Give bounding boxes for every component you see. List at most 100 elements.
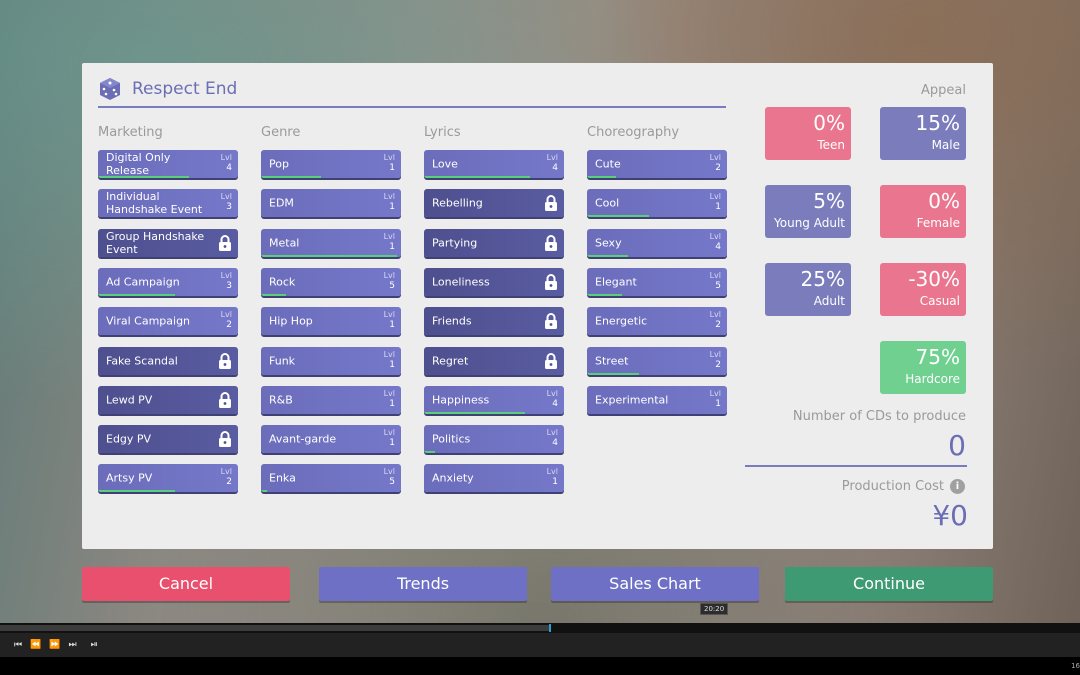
level-label: Lvl <box>383 467 395 477</box>
option-group-handshake-event[interactable]: Group Handshake Event <box>98 228 238 257</box>
level-indicator: Lvl 1 <box>384 349 395 371</box>
option-sexy[interactable]: Sexy Lvl 4 <box>587 228 727 257</box>
option-cute[interactable]: Cute Lvl 2 <box>587 150 727 178</box>
appeal-male: 15% Male <box>880 107 966 160</box>
option-label: Street <box>595 354 629 367</box>
option-label: Digital Only Release <box>106 151 171 177</box>
option-hip-hop[interactable]: Hip Hop Lvl 1 <box>261 307 401 336</box>
video-timeline[interactable] <box>0 623 1080 633</box>
option-pop[interactable]: Pop Lvl 1 <box>261 150 401 178</box>
production-cost-label: Production Cost i <box>842 479 965 494</box>
option-loneliness[interactable]: Loneliness <box>424 267 564 296</box>
level-indicator: Lvl 1 <box>384 191 395 213</box>
trends-button[interactable]: Trends <box>319 567 527 601</box>
option-avant-garde[interactable]: Avant-garde Lvl 1 <box>261 425 401 454</box>
skip-start-icon[interactable]: ⏮ <box>14 640 23 650</box>
option-fake-scandal[interactable]: Fake Scandal <box>98 346 238 375</box>
option-cool[interactable]: Cool Lvl 1 <box>587 189 727 218</box>
level-indicator: Lvl 1 <box>384 152 395 174</box>
appeal-value: 15% <box>915 111 960 135</box>
cds-input[interactable]: 0 <box>948 429 966 462</box>
option-edm[interactable]: EDM Lvl 1 <box>261 189 401 218</box>
level-label: Lvl <box>220 270 232 280</box>
option-rock[interactable]: Rock Lvl 5 <box>261 267 401 296</box>
appeal-adult: 25% Adult <box>765 263 851 316</box>
option-street[interactable]: Street Lvl 2 <box>587 346 727 375</box>
level-value: 1 <box>389 359 395 370</box>
appeal-value: 0% <box>813 111 845 135</box>
level-value: 5 <box>389 477 395 488</box>
option-lewd-pv[interactable]: Lewd PV <box>98 385 238 414</box>
option-energetic[interactable]: Energetic Lvl 2 <box>587 307 727 336</box>
level-indicator: Lvl 1 <box>384 388 395 410</box>
rewind-icon[interactable]: ⏪ <box>30 640 42 650</box>
level-progress-bar <box>261 176 322 178</box>
option-elegant[interactable]: Elegant Lvl 5 <box>587 267 727 296</box>
option-artsy-pv[interactable]: Artsy PV Lvl 2 <box>98 464 238 493</box>
level-label: Lvl <box>383 270 395 280</box>
option-rebelling[interactable]: Rebelling <box>424 189 564 218</box>
level-value: 4 <box>552 438 558 449</box>
player-controls: ⏮ ⏪ ⏩ ⏭ ⏯ <box>0 633 1080 657</box>
level-value: 2 <box>715 320 721 331</box>
cancel-button[interactable]: Cancel <box>82 567 290 601</box>
level-value: 1 <box>389 438 395 449</box>
option-anxiety[interactable]: Anxiety Lvl 1 <box>424 464 564 493</box>
cds-input-underline <box>745 465 967 467</box>
option-happiness[interactable]: Happiness Lvl 4 <box>424 385 564 414</box>
option-politics[interactable]: Politics Lvl 4 <box>424 425 564 454</box>
option-metal[interactable]: Metal Lvl 1 <box>261 228 401 257</box>
level-label: Lvl <box>709 310 721 320</box>
option-label: Friends <box>432 314 472 328</box>
option-r-b[interactable]: R&B Lvl 1 <box>261 385 401 414</box>
option-individual-handshake-event[interactable]: Individual Handshake Event Lvl 3 <box>98 189 238 218</box>
option-label: Artsy PV <box>106 471 153 485</box>
option-friends[interactable]: Friends <box>424 307 564 336</box>
option-label: Elegant <box>595 275 637 289</box>
option-funk[interactable]: Funk Lvl 1 <box>261 346 401 375</box>
skip-end-icon[interactable]: ⏭ <box>68 640 77 650</box>
step-frame-icon[interactable]: ⏯ <box>90 640 98 650</box>
option-ad-campaign[interactable]: Ad Campaign Lvl 3 <box>98 267 238 296</box>
option-label: Hip Hop <box>269 314 313 328</box>
option-partying[interactable]: Partying <box>424 228 564 257</box>
option-digital-only-release[interactable]: Digital Only Release Lvl 4 <box>98 150 238 178</box>
appeal-value: 25% <box>800 267 845 291</box>
column-header-genre: Genre <box>261 125 301 140</box>
level-progress-bar <box>424 411 525 414</box>
cds-label: Number of CDs to produce <box>792 409 966 424</box>
sales-chart-button[interactable]: Sales Chart <box>551 567 759 601</box>
option-viral-campaign[interactable]: Viral Campaign Lvl 2 <box>98 307 238 336</box>
option-label: Ad Campaign <box>106 275 180 289</box>
level-progress-bar <box>424 451 436 454</box>
timeline-playhead[interactable] <box>548 624 551 632</box>
option-experimental[interactable]: Experimental Lvl 1 <box>587 385 727 414</box>
level-progress-bar <box>587 176 617 178</box>
level-value: 5 <box>715 280 721 291</box>
option-label: Rock <box>269 275 296 289</box>
lock-icon <box>544 195 558 214</box>
level-value: 4 <box>552 163 558 173</box>
appeal-category: Female <box>916 216 960 230</box>
option-enka[interactable]: Enka Lvl 5 <box>261 464 401 493</box>
level-indicator: Lvl 1 <box>384 427 395 449</box>
level-label: Lvl <box>546 428 558 438</box>
option-label: Partying <box>432 236 478 250</box>
level-indicator: Lvl 1 <box>710 191 721 213</box>
level-progress-bar <box>587 215 649 218</box>
option-regret[interactable]: Regret <box>424 346 564 375</box>
fast-forward-icon[interactable]: ⏩ <box>49 640 61 650</box>
level-indicator: Lvl 5 <box>384 270 395 292</box>
continue-button[interactable]: Continue <box>785 567 993 601</box>
info-icon[interactable]: i <box>950 479 965 494</box>
option-love[interactable]: Love Lvl 4 <box>424 150 564 178</box>
option-label: Loneliness <box>432 275 490 289</box>
option-label: Cute <box>595 157 621 171</box>
level-progress-bar <box>587 293 622 296</box>
level-label: Lvl <box>383 349 395 359</box>
level-indicator: Lvl 2 <box>710 152 721 174</box>
option-edgy-pv[interactable]: Edgy PV <box>98 425 238 454</box>
level-value: 3 <box>226 280 232 291</box>
level-value: 1 <box>552 477 558 488</box>
corner-text: 16 <box>1071 662 1080 670</box>
